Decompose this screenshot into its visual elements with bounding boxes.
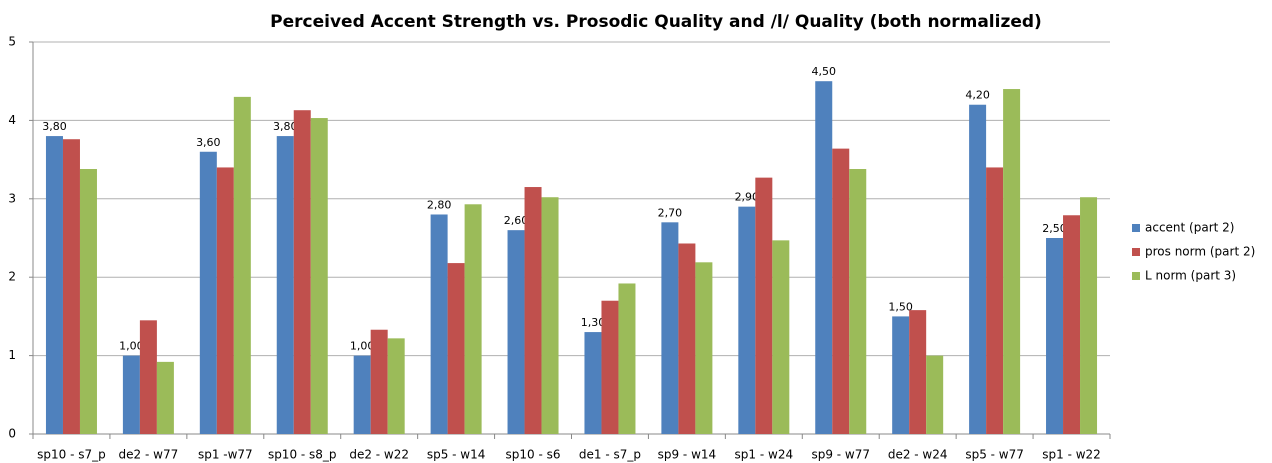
bar [387,338,405,434]
legend-label: pros norm (part 2) [1145,245,1255,259]
bar [541,197,559,434]
x-tick-label: sp10 - s7_p [37,448,106,462]
bar [370,329,388,434]
bar [738,206,756,434]
data-label: 1,50 [888,300,913,313]
bar [969,104,987,434]
x-tick-label: de2 - w22 [349,448,409,462]
legend-swatch [1132,224,1140,232]
bar [447,263,465,434]
bar [1063,215,1081,434]
bar [139,320,157,434]
bar [618,283,636,434]
bar [310,118,328,434]
data-label: 3,80 [273,120,298,133]
bar [276,136,294,434]
chart-title: Perceived Accent Strength vs. Prosodic Q… [270,12,1042,32]
x-tick-label: sp1 - w22 [1042,448,1101,462]
bar [601,300,619,434]
legend-label: accent (part 2) [1145,221,1234,235]
legend-label: L norm (part 3) [1145,269,1236,283]
bar [62,139,80,434]
data-label: 2,50 [1042,222,1067,235]
bar [815,81,833,434]
bar [430,214,448,434]
x-tick-label: sp1 - w24 [735,448,794,462]
bar [584,332,602,434]
data-label: 1,00 [350,340,375,353]
x-tick-label: sp9 - w14 [658,448,717,462]
x-tick-label: de2 - w77 [119,448,179,462]
bar [1046,238,1064,434]
bar [832,148,850,434]
x-tick-label: sp10 - s6 [506,448,561,462]
y-tick-label: 1 [8,348,16,362]
bar [926,355,944,434]
bar [755,177,773,434]
bar [293,110,311,434]
bar [353,355,371,434]
y-tick-label: 3 [8,191,16,205]
bar [464,204,482,434]
x-tick-label: sp9 - w77 [811,448,870,462]
y-tick-label: 2 [8,270,16,284]
y-tick-label: 0 [8,427,16,441]
bar [678,243,696,434]
bar [1003,89,1021,434]
bar [661,222,679,434]
bar [695,262,713,434]
bar [507,230,525,434]
data-label: 1,30 [581,316,606,329]
legend-swatch [1132,272,1140,280]
data-label: 2,70 [658,206,683,219]
x-tick-label: de2 - w24 [888,448,948,462]
data-label: 2,90 [735,191,760,204]
data-label: 2,80 [427,198,452,211]
bar [79,169,97,434]
bar [199,151,217,434]
data-label: 3,80 [42,120,67,133]
data-label: 3,60 [196,136,221,149]
bar [156,361,174,434]
x-tick-label: sp1 -w77 [198,448,253,462]
x-tick-label: sp10 - s8_p [268,448,337,462]
bar [909,310,927,434]
bar [216,167,234,434]
bar [122,355,140,434]
bar [524,187,542,434]
data-label: 1,00 [119,340,144,353]
data-label: 2,60 [504,214,529,227]
x-tick-label: de1 - s7_p [579,448,641,462]
x-tick-label: sp5 - w77 [965,448,1024,462]
bar [45,136,63,434]
bar [772,240,790,434]
data-label: 4,50 [812,65,837,78]
data-label: 4,20 [965,89,990,102]
bar [986,167,1004,434]
bar [849,169,867,434]
bar [892,316,910,434]
bar [233,96,251,434]
x-tick-label: sp5 - w14 [427,448,486,462]
bar [1080,197,1098,434]
y-tick-label: 4 [8,113,16,127]
y-tick-label: 5 [8,35,16,49]
legend-swatch [1132,248,1140,256]
